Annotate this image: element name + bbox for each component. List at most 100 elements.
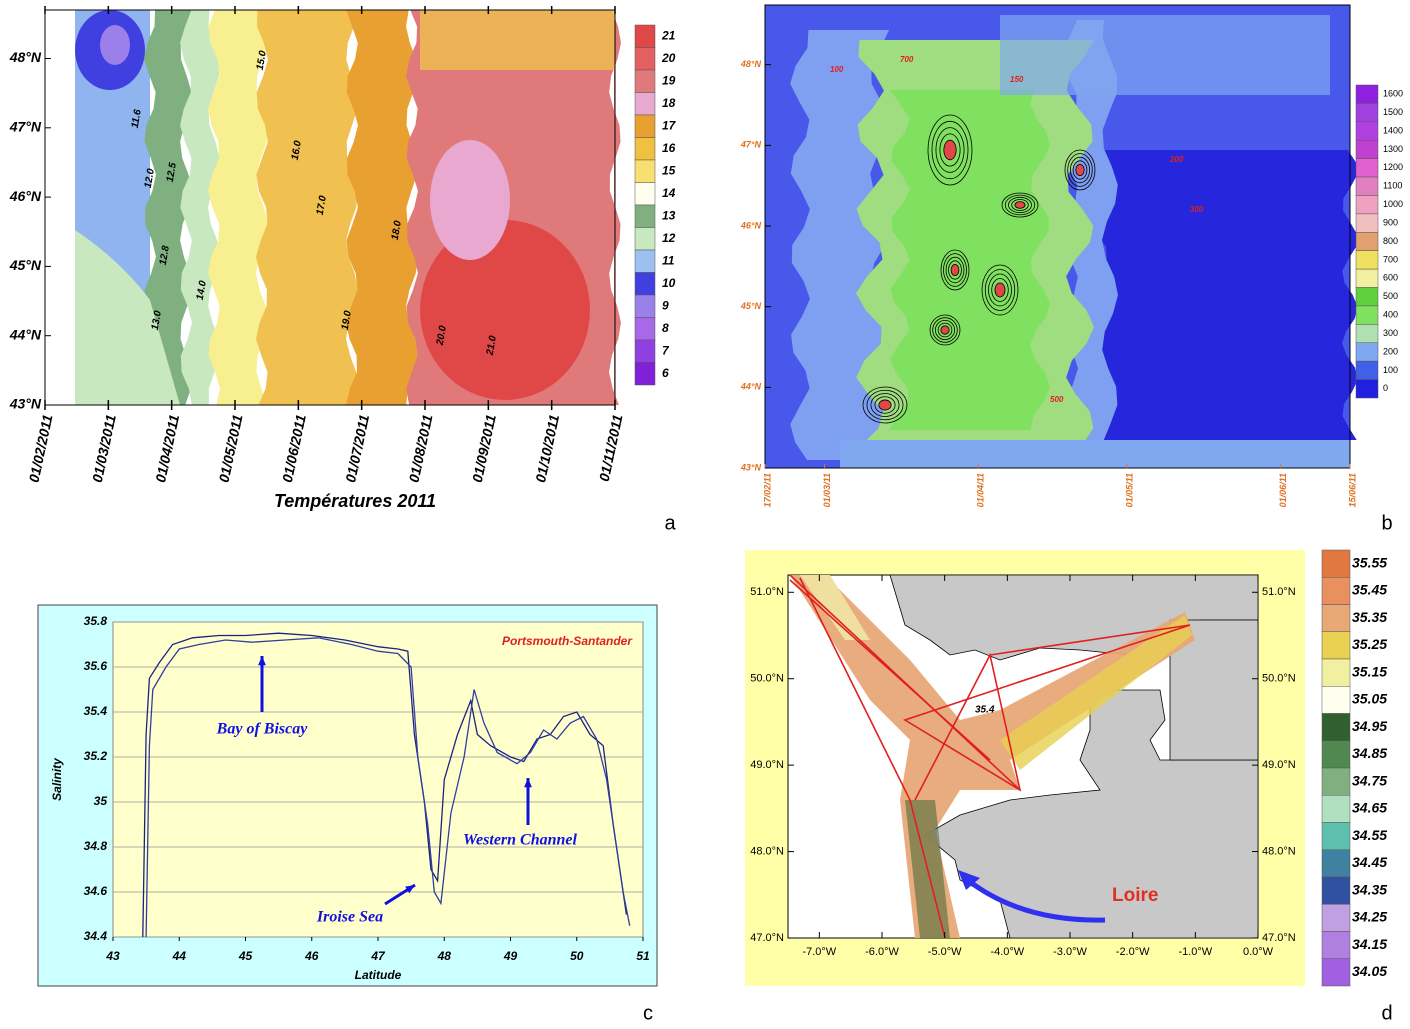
colorbar-swatch [634,47,656,71]
contour-label: 300 [1190,205,1204,214]
contour-label: 12.5 [165,161,179,183]
colorbar-label: 21 [661,28,676,42]
x-tick-label: 15/06/11 [1347,473,1357,507]
contour-label: 15.0 [255,49,269,71]
x-tick-label: 49 [503,949,518,963]
contour-line [1072,160,1088,180]
arrow-head [405,885,415,894]
x-tick-label: 45 [238,949,253,963]
colorbar-label: 18 [662,96,676,110]
colorbar-label: 300 [1383,328,1398,338]
land [1169,619,1259,761]
colorbar-label: 19 [662,73,676,87]
arrow [963,876,1106,923]
colorbar-swatch [634,362,656,386]
colorbar-label: 1100 [1383,181,1402,191]
y-tick-label: 35 [94,794,108,808]
colorbar-swatch [1321,795,1351,823]
track-line [799,577,946,939]
track-line [903,624,1191,801]
colorbar-label: 8 [662,321,669,335]
track-band [800,575,870,640]
contour-line [870,393,900,417]
colorbar-label: 600 [1383,273,1398,283]
contour-line [988,273,1012,307]
y-tick-label: 47°N [9,119,42,135]
y-tick-label: 44°N [740,382,762,392]
colorbar-label: 34.65 [1352,800,1387,816]
y-tick-label: 50.0°N [1262,673,1296,685]
x-axis-label: Latitude [355,968,402,982]
plot-frame [44,9,616,406]
contour-label: 20.0 [435,324,449,346]
colorbar-label: 1600 [1383,89,1403,99]
panel-label: a [664,512,676,534]
contour-line [862,386,908,424]
contour-fill [100,25,130,65]
x-tick-label: 01/06/11 [1278,473,1288,507]
contour-label: 17.0 [315,194,329,216]
contour-line [935,319,956,340]
colorbar-label: 400 [1383,310,1398,320]
colorbar-swatch [634,92,656,116]
arrow-head [524,778,532,788]
y-tick-label: 47.0°N [1262,932,1296,944]
colorbar-label: 35.05 [1352,691,1387,707]
colorbar-swatch [1321,740,1351,769]
contour-line [937,322,953,338]
colorbar-label: 11 [662,253,675,267]
colorbar-label: 800 [1383,236,1398,246]
colorbar-swatch [1321,631,1351,660]
colorbar-label: 35.45 [1352,582,1387,598]
colorbar-swatch [1321,604,1351,632]
track-line [789,579,991,761]
contour-line [940,325,950,335]
y-tick-label: 43°N [9,396,42,412]
colorbar-swatch [1355,195,1379,215]
colorbar-swatch [1355,213,1379,233]
colorbar-label: 9 [662,298,669,312]
contour-line [935,127,965,173]
colorbar-label: 34.45 [1352,854,1387,870]
colorbar-swatch [634,204,656,228]
colorbar-label: 34.05 [1352,963,1387,979]
x-tick-label: -7.0°W [802,946,836,958]
x-tick-label: 48 [437,949,452,963]
y-tick-label: 47.0°N [750,932,784,944]
y-tick-label: 46°N [740,220,762,230]
colorbar-swatch [1355,360,1379,380]
contour-fill [890,90,1050,430]
colorbar-swatch [1355,158,1379,178]
colorbar-label: 1300 [1383,144,1403,154]
contour-fill [420,10,615,70]
y-tick-label: 50.0°N [750,673,784,685]
colorbar-swatch [1321,931,1351,959]
colorbar-label: 6 [662,366,669,380]
colorbar-swatch [1355,250,1379,270]
contour-line [981,264,1019,316]
contour-label: 500 [1050,395,1064,404]
arrow-head [958,870,980,890]
contour-line [929,314,961,346]
colorbar-label: 34.15 [1352,936,1387,952]
y-tick-label: 34.8 [84,839,108,853]
contour-line [950,263,960,276]
colorbar-swatch [1355,121,1379,141]
y-tick-label: 47°N [740,140,762,150]
chart-title: Températures 2011 [274,491,436,511]
annotation: Bay of Biscay [216,721,309,738]
contour-fill [1000,15,1330,95]
contour-fill [430,140,510,260]
colorbar-swatch [1355,103,1379,123]
annotation: Iroise Sea [316,909,383,926]
land [924,689,1259,939]
contour-fill [75,230,180,405]
y-tick-label: 49.0°N [750,759,784,771]
colorbar-swatch [634,317,656,341]
contour-label: 18.0 [390,219,404,241]
x-tick-label: 0.0°W [1243,946,1274,958]
colorbar-swatch [634,227,656,251]
x-tick-label: 01/03/11 [822,473,832,507]
x-tick-label: 44 [172,949,187,963]
contour-line [927,114,973,186]
